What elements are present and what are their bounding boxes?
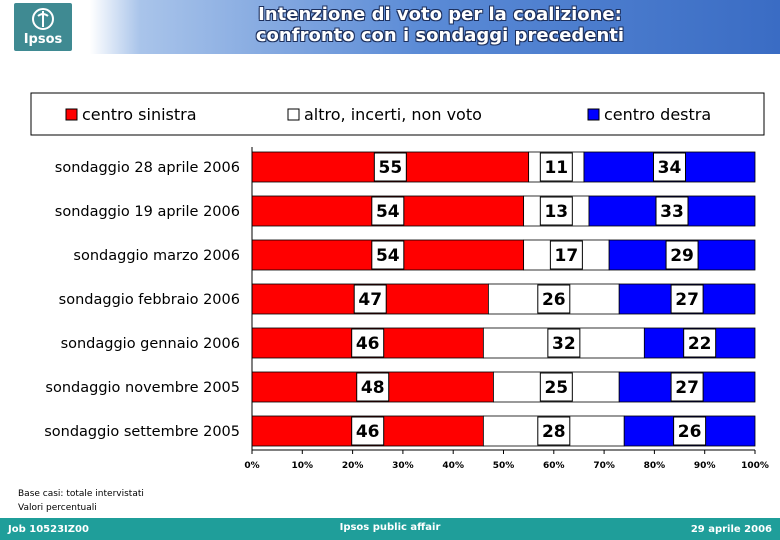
x-tick-label: 0% — [244, 461, 259, 471]
data-label: 25 — [544, 378, 568, 398]
legend-box — [30, 92, 765, 136]
ipsos-logo-icon — [32, 8, 54, 30]
category-label: sondaggio settembre 2005 — [44, 424, 240, 440]
ipsos-logo: Ipsos — [14, 3, 72, 51]
legend-swatch — [65, 108, 78, 121]
data-label: 26 — [678, 422, 702, 442]
data-label-box — [655, 196, 689, 226]
logo-text: Ipsos — [23, 32, 63, 47]
data-label-box — [683, 328, 717, 358]
bars: sondaggio 28 aprile 2006 55 11 34 sondaggio … — [44, 151, 756, 447]
x-tick-label: 80% — [644, 461, 666, 471]
footer-date: 29 aprile 2006 — [690, 524, 772, 535]
category-label: sondaggio novembre 2005 — [45, 380, 240, 396]
data-label: 47 — [358, 290, 382, 310]
data-label: 54 — [376, 246, 400, 266]
title-line-2: confronto con i sondaggi precedenti — [255, 25, 625, 46]
footer-center-text: Ipsos public affair — [339, 522, 441, 533]
data-label-box — [670, 284, 704, 314]
data-label-box — [356, 372, 390, 402]
title-line-1: Intenzione di voto per la coalizione: — [258, 4, 622, 25]
job-number: Job 10523IZ00 — [8, 524, 89, 535]
data-label-box — [539, 152, 573, 182]
data-label: 46 — [356, 334, 380, 354]
category-label: sondaggio 28 aprile 2006 — [55, 160, 240, 176]
data-label-box — [549, 240, 583, 270]
data-label-box — [539, 372, 573, 402]
data-label: 26 — [542, 290, 566, 310]
data-label: 17 — [555, 246, 579, 266]
data-label-box — [351, 416, 385, 446]
x-tick-label: 40% — [442, 461, 464, 471]
data-label-box — [652, 152, 686, 182]
x-tick-label: 30% — [392, 461, 414, 471]
legend-swatch — [287, 108, 300, 121]
legend-swatch — [587, 108, 600, 121]
data-label: 55 — [378, 158, 402, 178]
category-label: sondaggio 19 aprile 2006 — [55, 204, 240, 220]
header-banner: Ipsos Intenzione di voto per la coalizio… — [0, 0, 780, 54]
x-tick-label: 100% — [741, 461, 769, 471]
data-label-box — [665, 240, 699, 270]
data-label-box — [537, 284, 571, 314]
data-label: 34 — [658, 158, 682, 178]
data-label-box — [539, 196, 573, 226]
notes: Base casi: totale intervistati Valori pe… — [18, 487, 144, 515]
data-label: 48 — [361, 378, 385, 398]
x-tick-label: 50% — [493, 461, 515, 471]
data-label: 22 — [688, 334, 712, 354]
category-label: sondaggio febbraio 2006 — [59, 292, 240, 308]
legend: centro sinistra altro, incerti, non voto c… — [30, 92, 765, 136]
data-label: 54 — [376, 202, 400, 222]
data-label-box — [537, 416, 571, 446]
data-label: 11 — [544, 158, 568, 178]
data-label: 46 — [356, 422, 380, 442]
data-label: 33 — [660, 202, 684, 222]
data-label-box — [351, 328, 385, 358]
data-label-box — [371, 240, 405, 270]
data-label: 27 — [675, 378, 699, 398]
legend-label: centro sinistra — [82, 105, 197, 124]
footer-bar: Job 10523IZ00 Ipsos public affair 29 apr… — [0, 518, 780, 540]
legend-label: altro, incerti, non voto — [304, 105, 482, 124]
legend-label: centro destra — [604, 105, 711, 124]
data-label-box — [371, 196, 405, 226]
x-tick-label: 90% — [694, 461, 716, 471]
x-tick-label: 20% — [342, 461, 364, 471]
data-label-box — [373, 152, 407, 182]
x-tick-label: 10% — [292, 461, 314, 471]
page-title: Intenzione di voto per la coalizione: co… — [150, 4, 730, 46]
values-note: Valori percentuali — [18, 503, 97, 513]
category-label: sondaggio gennaio 2006 — [61, 336, 240, 352]
stacked-bar-chart: centro sinistra altro, incerti, non voto c… — [30, 92, 769, 471]
x-axis: 0% 10% 20% 30% 40% 50% 60% 70% 80% 90% 100% — [244, 147, 769, 471]
data-label-box — [673, 416, 707, 446]
x-tick-label: 70% — [593, 461, 615, 471]
data-label: 28 — [542, 422, 566, 442]
data-label: 29 — [670, 246, 694, 266]
base-note: Base casi: totale intervistati — [18, 489, 144, 499]
x-tick-label: 60% — [543, 461, 565, 471]
category-label: sondaggio marzo 2006 — [73, 248, 240, 264]
data-label-box — [547, 328, 581, 358]
data-label-box — [353, 284, 387, 314]
data-label: 13 — [544, 202, 568, 222]
data-label: 27 — [675, 290, 699, 310]
data-label: 32 — [552, 334, 576, 354]
data-label-box — [670, 372, 704, 402]
